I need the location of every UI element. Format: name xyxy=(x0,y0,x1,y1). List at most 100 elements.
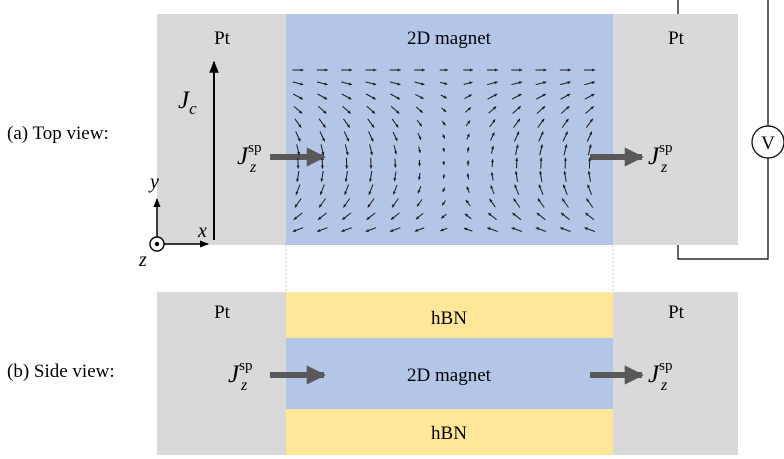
top-left-spin-current-sub: z xyxy=(249,159,257,176)
side-right-spin-current-symbol: Jsp xyxy=(648,358,672,388)
spin-arrow-head xyxy=(536,212,540,216)
spin-arrow-head xyxy=(543,81,547,85)
spin-arrow-head xyxy=(370,138,374,142)
spin-arrow-head xyxy=(299,96,303,100)
spin-arrow-head xyxy=(590,106,594,110)
spin-arrow-head xyxy=(393,191,396,195)
spin-arrow-head xyxy=(349,68,353,72)
spin-arrow-head xyxy=(492,106,497,110)
top-magnet-label: 2D magnet xyxy=(407,28,492,49)
spin-arrow-head xyxy=(343,204,347,208)
spin-arrow-head xyxy=(538,184,542,188)
spin-arrow-head xyxy=(369,165,373,169)
spin-arrow-head xyxy=(563,157,567,161)
spin-arrow-head xyxy=(420,96,424,99)
spin-arrow-head xyxy=(320,165,324,169)
coordinate-axes: y x z xyxy=(138,171,209,271)
spin-arrow-head xyxy=(421,82,425,86)
spin-arrow-head xyxy=(395,124,399,128)
spin-arrow-head xyxy=(589,131,592,135)
spin-arrow-head xyxy=(467,120,471,124)
spin-arrow-head xyxy=(345,165,349,169)
side-right-pt-label: Pt xyxy=(668,302,685,323)
spin-arrow-head xyxy=(492,119,496,123)
spin-arrow-head xyxy=(586,198,590,202)
voltmeter-label: V xyxy=(761,133,775,154)
spin-arrow-head xyxy=(324,82,328,86)
top-left-spin-current-symbol: Jsp xyxy=(237,140,261,170)
spin-arrow-head xyxy=(443,95,447,99)
z-axis-label: z xyxy=(138,249,147,271)
spin-arrow-head xyxy=(346,124,350,128)
spin-arrow-head xyxy=(394,151,398,155)
spin-arrow-head xyxy=(318,216,322,220)
spin-arrow-head xyxy=(442,188,446,193)
top-left-pt-label: Pt xyxy=(214,28,231,49)
spin-arrow-head xyxy=(591,94,595,97)
spin-arrow-head xyxy=(588,144,592,148)
spin-arrow-head xyxy=(442,135,445,139)
spin-arrow-head xyxy=(365,229,370,232)
spin-arrow-head xyxy=(561,212,565,216)
top-right-pt-label: Pt xyxy=(668,28,685,49)
side-view-panel: Pt Pt hBN 2D magnet hBN (b) Side view: J… xyxy=(7,292,738,455)
spin-arrow-head xyxy=(442,122,446,126)
spin-arrow-head xyxy=(466,160,470,164)
spin-arrow-head xyxy=(584,227,588,231)
spin-arrow-head xyxy=(414,228,419,232)
spin-arrow-head xyxy=(322,124,326,128)
spin-arrow-head xyxy=(373,68,377,72)
spin-arrow-head xyxy=(441,215,445,219)
spin-arrow-head xyxy=(342,216,346,220)
spin-arrow-head xyxy=(543,68,547,72)
spin-arrow-head xyxy=(537,198,541,202)
spin-arrow-head xyxy=(367,204,371,208)
spin-arrow-head xyxy=(518,94,522,97)
spin-arrow-head xyxy=(466,186,470,190)
spin-arrow-head xyxy=(417,176,421,180)
spin-arrow-head xyxy=(341,229,345,232)
spin-arrow-head xyxy=(469,81,473,85)
spin-arrow-head xyxy=(491,132,495,136)
spin-arrow-head xyxy=(444,82,448,85)
top-right-pt-electrode xyxy=(613,14,738,245)
spin-arrow-head xyxy=(397,68,401,72)
side-left-pt-electrode xyxy=(157,292,286,455)
spin-arrow-head xyxy=(535,227,540,231)
spin-arrow-head xyxy=(347,110,351,114)
spin-arrow-head xyxy=(566,106,570,110)
side-top-hbn-layer xyxy=(286,292,613,338)
top-view-label: (a) Top view: xyxy=(7,123,109,144)
spin-arrow-head xyxy=(442,161,446,165)
spin-arrow-head xyxy=(320,191,323,195)
y-axis-label: y xyxy=(148,171,159,193)
spin-arrow-head xyxy=(512,212,516,216)
spin-arrow-head xyxy=(324,68,328,72)
spin-arrow-head xyxy=(442,108,447,112)
spin-arrow-head xyxy=(393,178,397,182)
spin-arrow-head xyxy=(372,82,377,86)
spin-arrow-head xyxy=(542,94,546,97)
spin-arrow-head xyxy=(372,96,376,100)
spin-arrow-head xyxy=(390,229,394,232)
side-left-pt-label: Pt xyxy=(214,302,231,323)
spin-arrow-head xyxy=(588,157,592,161)
spin-arrow-head xyxy=(516,118,520,123)
spin-arrow-head xyxy=(417,203,420,207)
spin-arrow-head xyxy=(418,149,422,153)
side-view-label: (b) Side view: xyxy=(7,361,115,382)
spin-arrow-head xyxy=(540,131,544,135)
spin-arrow-head xyxy=(489,198,493,203)
spin-arrow-head xyxy=(317,229,321,232)
spin-arrow-head xyxy=(464,213,469,217)
spin-arrow-head xyxy=(396,96,400,100)
spin-arrow-head xyxy=(539,157,543,161)
spin-arrow-head xyxy=(418,136,422,140)
spin-arrow-head xyxy=(585,212,589,216)
spin-arrow-head xyxy=(368,191,372,195)
top-view-panel: Pt 2D magnet Pt (a) Top view: Jc Jsp z J… xyxy=(7,0,784,271)
spin-arrow-head xyxy=(463,227,468,231)
spin-arrow-head xyxy=(587,171,591,175)
spin-arrow-head xyxy=(397,82,401,86)
spin-arrow-head xyxy=(466,147,470,151)
